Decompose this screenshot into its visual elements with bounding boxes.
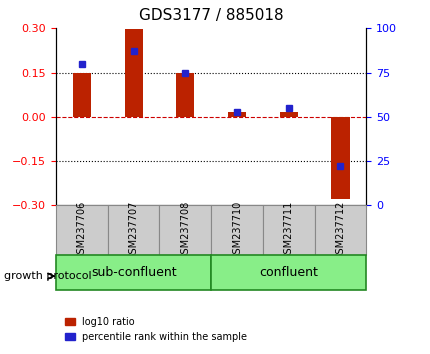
Bar <box>73 73 91 117</box>
FancyBboxPatch shape <box>56 205 108 255</box>
Text: GSM237712: GSM237712 <box>335 200 345 260</box>
FancyBboxPatch shape <box>211 255 366 290</box>
Legend: log10 ratio, percentile rank within the sample: log10 ratio, percentile rank within the … <box>61 313 251 346</box>
Title: GDS3177 / 885018: GDS3177 / 885018 <box>138 8 283 23</box>
Bar <box>227 112 246 117</box>
Text: sub-confluent: sub-confluent <box>91 266 176 279</box>
Text: GSM237711: GSM237711 <box>283 200 293 260</box>
FancyBboxPatch shape <box>56 255 211 290</box>
Text: confluent: confluent <box>259 266 317 279</box>
Bar <box>279 112 297 117</box>
Bar <box>124 29 142 117</box>
Bar <box>176 73 194 117</box>
Bar <box>331 117 349 199</box>
FancyBboxPatch shape <box>159 205 211 255</box>
Text: GSM237707: GSM237707 <box>128 200 138 260</box>
FancyBboxPatch shape <box>314 205 366 255</box>
FancyBboxPatch shape <box>108 205 159 255</box>
Text: GSM237710: GSM237710 <box>231 200 242 260</box>
Text: GSM237706: GSM237706 <box>77 200 87 260</box>
FancyBboxPatch shape <box>262 205 314 255</box>
Text: GSM237708: GSM237708 <box>180 200 190 260</box>
FancyBboxPatch shape <box>211 205 262 255</box>
Text: growth protocol: growth protocol <box>4 271 92 281</box>
